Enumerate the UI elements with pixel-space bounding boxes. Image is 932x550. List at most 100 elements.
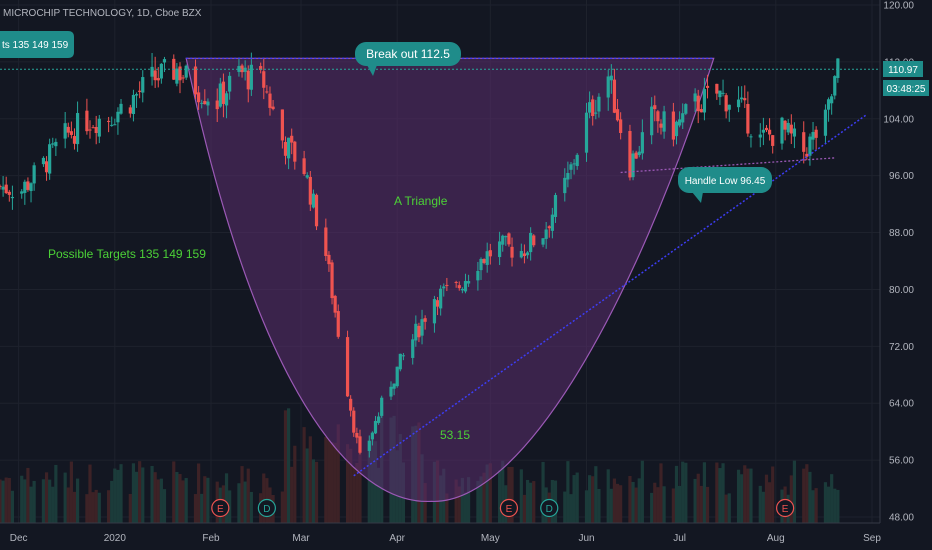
volume-bar <box>746 468 750 523</box>
candle-body <box>808 136 812 156</box>
candle-body <box>786 122 790 133</box>
candle-body <box>48 144 52 174</box>
price-tick-label: 56.00 <box>889 456 914 467</box>
targets-tag[interactable]: ts 135 149 159 <box>0 31 74 58</box>
candle-body <box>417 325 421 338</box>
cup-pattern-shape[interactable] <box>185 57 715 502</box>
candle-body <box>162 59 167 63</box>
volume-bar <box>802 468 806 523</box>
candle-body <box>609 75 613 81</box>
handle-low-callout[interactable]: Handle Low 96.45 <box>678 167 772 203</box>
candle-body <box>442 286 446 289</box>
volume-bar <box>823 482 828 523</box>
candle-body <box>445 284 449 286</box>
candle-body <box>290 135 294 143</box>
candle-body <box>293 141 297 162</box>
candle-body <box>259 66 263 70</box>
volume-bar <box>345 444 350 523</box>
candle-body <box>370 432 374 440</box>
volume-bar <box>529 482 533 523</box>
volume-bar <box>591 476 595 523</box>
countdown-tag: 03:48:25 <box>883 80 929 96</box>
time-tick-label: Mar <box>292 533 310 544</box>
candle-body <box>510 246 514 258</box>
candle-body <box>197 92 201 103</box>
price-tick-label: 48.00 <box>889 513 914 524</box>
candle-body <box>572 163 576 165</box>
time-tick-label: Feb <box>202 533 220 544</box>
candle-body <box>628 130 632 178</box>
candle-body <box>783 120 787 130</box>
volume-bar <box>138 461 142 523</box>
volume-bar <box>637 478 641 523</box>
price-tick-label: 72.00 <box>889 342 914 353</box>
volume-bar <box>358 449 362 523</box>
candle-body <box>97 118 101 137</box>
candle-body <box>650 106 654 136</box>
volume-bar <box>727 493 731 523</box>
candle-body <box>178 66 182 81</box>
volume-bar <box>612 478 617 523</box>
price-axis[interactable] <box>880 0 932 523</box>
volume-bar <box>519 469 523 523</box>
candle-body <box>705 85 710 88</box>
candle-body <box>811 132 815 140</box>
candle-body <box>746 103 750 134</box>
candle-body <box>504 236 508 238</box>
candle-body <box>594 112 598 114</box>
volume-bar <box>150 465 154 523</box>
candle-body <box>724 95 728 112</box>
earnings-marker[interactable]: E <box>776 498 795 518</box>
volume-bar <box>116 469 120 523</box>
volume-bar <box>510 466 514 523</box>
volume-bar <box>29 486 33 523</box>
volume-bar <box>91 492 95 523</box>
candle-body <box>311 193 316 208</box>
candle-body <box>507 233 511 245</box>
candle-body <box>454 281 458 283</box>
volume-bar <box>609 488 613 523</box>
earnings-marker[interactable]: E <box>211 498 230 518</box>
candle-body <box>569 164 573 170</box>
dividend-marker[interactable]: D <box>540 498 559 518</box>
time-axis[interactable] <box>0 523 932 550</box>
candle-body <box>330 262 334 299</box>
dividend-marker[interactable]: D <box>257 498 276 518</box>
candle-body <box>439 288 443 309</box>
volume-bar <box>66 487 70 523</box>
breakout-label: Break out 112.5 <box>366 47 450 61</box>
symbol-header: MICROCHIP TECHNOLOGY, 1D, Cboe BZX <box>3 8 202 19</box>
volume-bar <box>51 486 55 523</box>
candle-body <box>20 191 24 194</box>
candle-body <box>460 288 464 291</box>
volume-bar <box>302 427 306 523</box>
countdown-value: 03:48:25 <box>887 84 926 95</box>
candle-body <box>588 102 592 113</box>
volume-bar <box>206 477 210 523</box>
candle-body <box>398 353 402 370</box>
volume-bar <box>501 460 505 523</box>
candle-body <box>619 119 623 133</box>
candle-body <box>367 440 371 451</box>
candle-body <box>727 104 731 110</box>
ascending-trend-line[interactable] <box>353 114 867 477</box>
volume-bar <box>352 466 356 523</box>
breakout-callout[interactable]: Break out 112.5 <box>355 42 461 76</box>
volume-bar <box>327 440 331 523</box>
earnings-marker[interactable]: E <box>499 498 519 518</box>
candle-body <box>324 227 328 256</box>
candle-body <box>615 109 620 121</box>
volume-bar <box>718 468 722 523</box>
volume-bar <box>88 464 92 523</box>
volume-bar <box>283 410 288 523</box>
volume-bar <box>85 494 89 523</box>
candle-body <box>656 111 660 122</box>
volume-bar <box>134 471 139 523</box>
volume-bar <box>488 463 492 523</box>
volume-bar <box>715 462 719 523</box>
volume-bar <box>569 494 573 523</box>
volume-bar <box>808 471 812 523</box>
candle-body <box>432 299 437 324</box>
